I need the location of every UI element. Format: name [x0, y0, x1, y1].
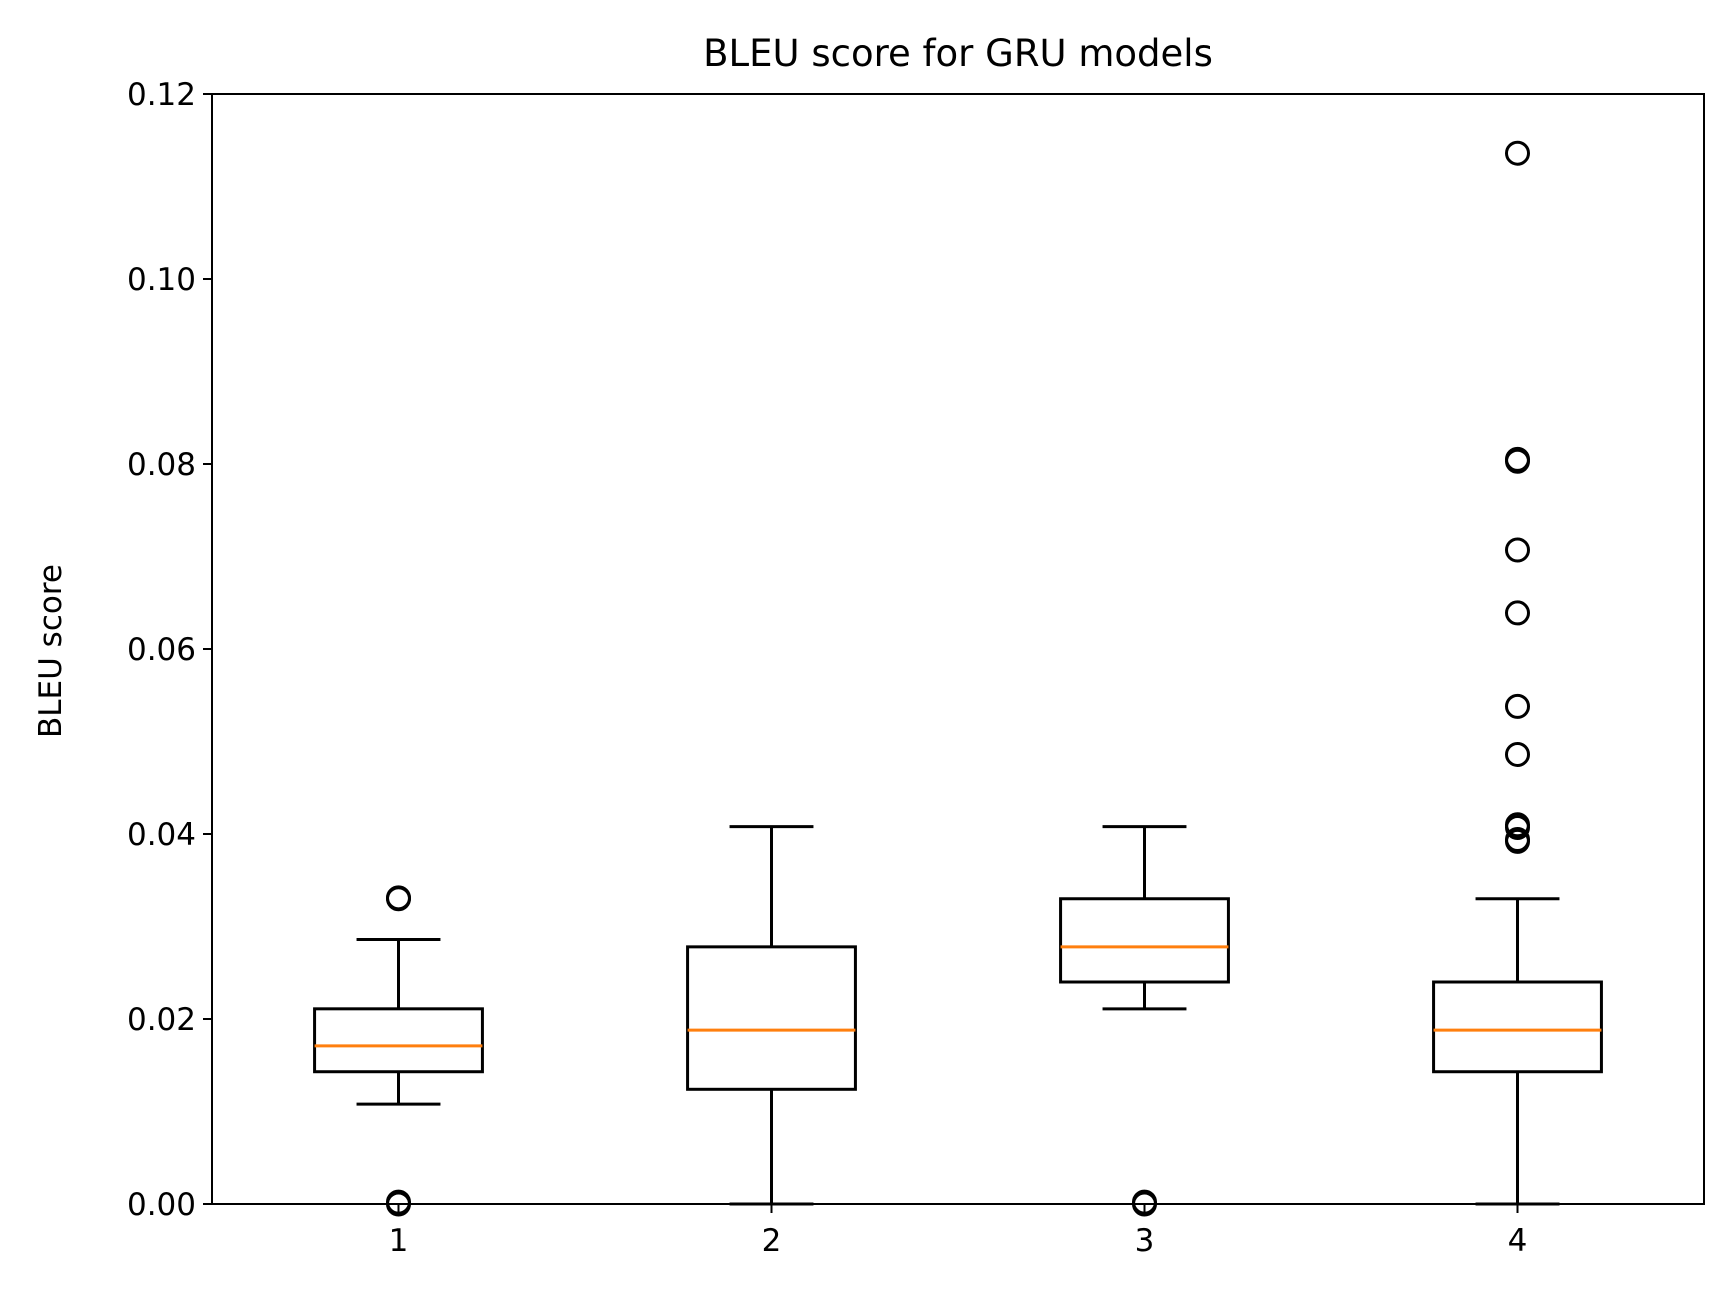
- box-group-4: [1432, 140, 1603, 1206]
- outlier-point-4-6: [1505, 693, 1530, 719]
- chart-title: BLEU score for GRU models: [703, 32, 1213, 75]
- box-2: [686, 945, 857, 1091]
- outlier-point-4-9: [1505, 815, 1530, 841]
- y-tick-label-0: 0.00: [127, 1187, 196, 1223]
- outlier-point-4-4: [1505, 537, 1530, 563]
- outlier-point-4-5: [1505, 600, 1530, 626]
- outlier-point-4-3: [1505, 448, 1530, 474]
- y-tick-label-5: 0.10: [127, 262, 196, 298]
- y-tick-label-4: 0.08: [127, 447, 196, 483]
- outlier-point-1-2: [386, 885, 411, 911]
- box-1: [313, 1007, 484, 1074]
- box-group-1: [313, 885, 484, 1217]
- outlier-point-4-1: [1505, 140, 1530, 166]
- box-4: [1432, 980, 1603, 1074]
- axes: 0.00 0.02 0.04 0.06 0.08 0.10 0.12 1 2 3 4: [127, 77, 1527, 1259]
- box-group-2: [686, 825, 857, 1206]
- y-tick-label-3: 0.06: [127, 632, 196, 668]
- axes-frame: [211, 93, 1705, 1205]
- outlier-point-4-7: [1505, 741, 1530, 767]
- outlier-point-1-4: [386, 1189, 411, 1215]
- plot-area: [313, 140, 1603, 1217]
- y-axis-label: BLEU score: [33, 564, 69, 738]
- x-tick-label-4: 4: [1508, 1223, 1528, 1259]
- y-tick-label-2: 0.04: [127, 817, 196, 853]
- y-tick-label-1: 0.02: [127, 1002, 196, 1038]
- y-tick-label-6: 0.12: [127, 77, 196, 113]
- x-tick-label-2: 2: [762, 1223, 782, 1259]
- box-3: [1059, 897, 1230, 984]
- x-tick-label-3: 3: [1135, 1223, 1155, 1259]
- outlier-point-3-2: [1132, 1189, 1157, 1215]
- outlier-point-4-11: [1505, 827, 1530, 853]
- box-group-3: [1059, 825, 1230, 1217]
- x-tick-label-1: 1: [389, 1223, 409, 1259]
